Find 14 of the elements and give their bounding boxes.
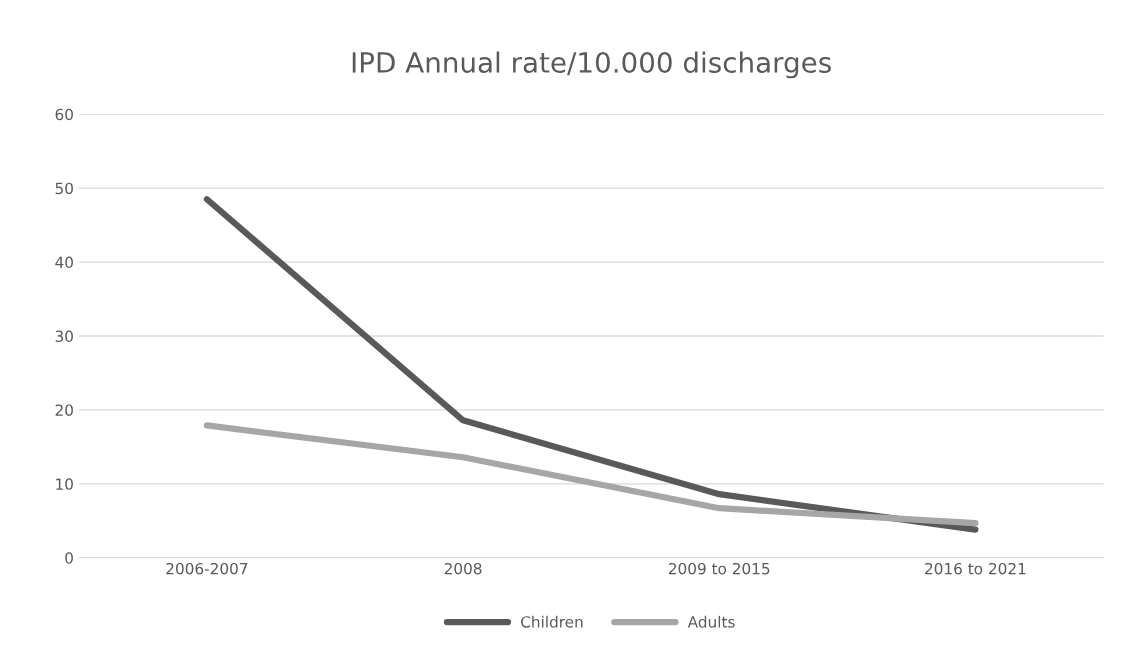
legend-label: Children	[521, 615, 583, 628]
x-tick-label: 2006-2007	[166, 562, 248, 575]
y-tick-label: 30	[55, 330, 73, 343]
x-tick-label: 2009 to 2015	[668, 562, 770, 575]
x-tick-label: 2008	[444, 562, 482, 575]
y-tick-label: 10	[56, 478, 73, 490]
y-tick-label: 40	[55, 256, 73, 269]
chart-title: IPD Annual rate/10.000 discharges	[352, 51, 831, 79]
legend-label: Adults	[687, 615, 735, 628]
y-tick-label: 50	[55, 182, 73, 195]
x-tick-label: 2016 to 2021	[925, 562, 1026, 575]
y-tick-label: 60	[55, 108, 73, 121]
y-tick-label: 20	[55, 404, 73, 416]
y-tick-label: 0	[65, 552, 73, 564]
